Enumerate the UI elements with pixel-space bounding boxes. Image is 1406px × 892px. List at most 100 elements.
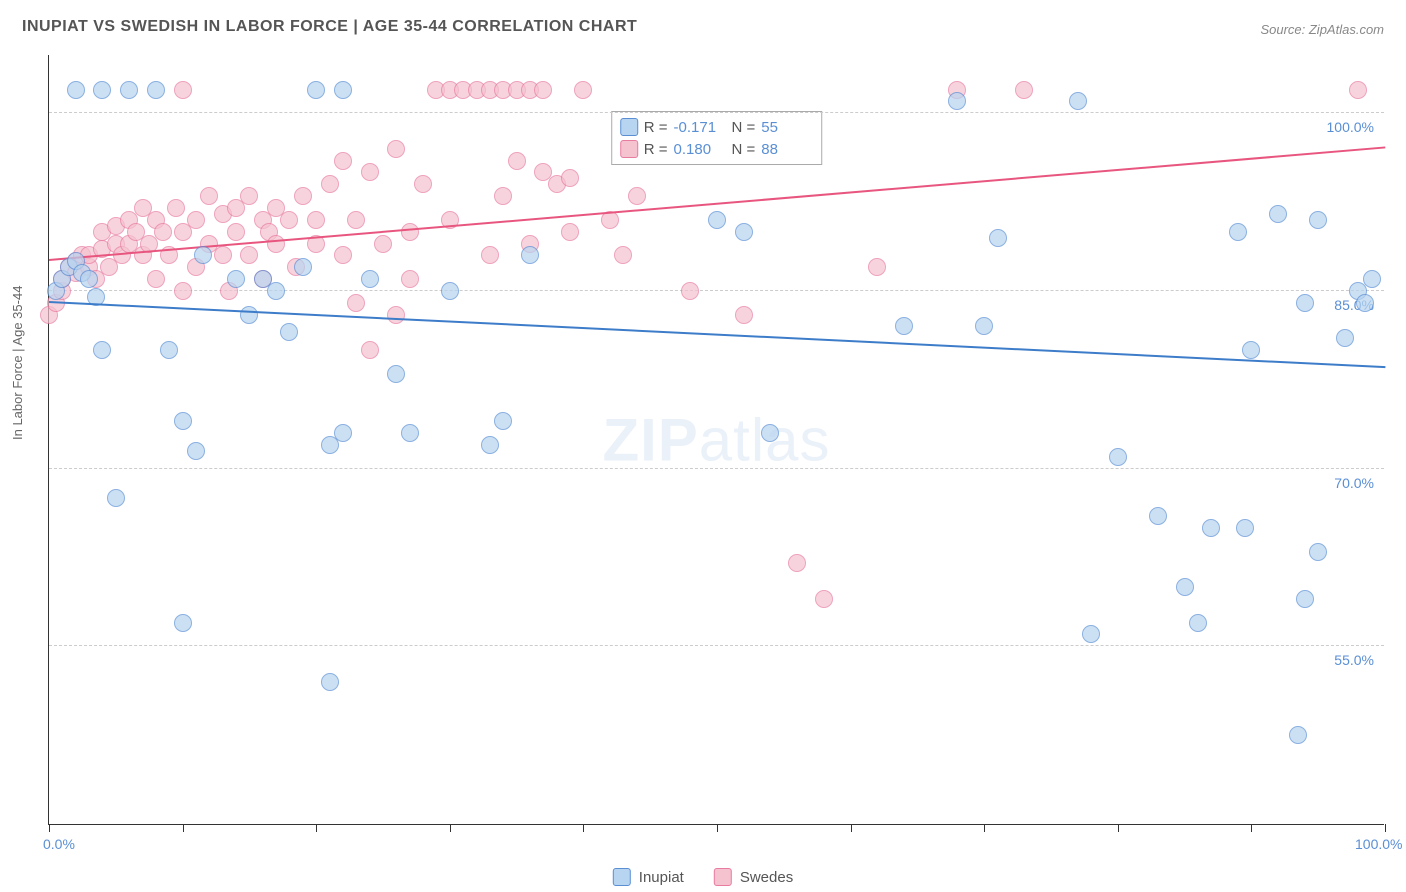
data-point: [735, 306, 753, 324]
data-point: [1176, 578, 1194, 596]
data-point: [401, 270, 419, 288]
data-point: [1356, 294, 1374, 312]
data-point: [1189, 614, 1207, 632]
data-point: [1309, 543, 1327, 561]
data-point: [1296, 294, 1314, 312]
data-point: [387, 140, 405, 158]
legend-row-inupiat: R = -0.171 N = 55: [620, 116, 814, 138]
data-point: [1296, 590, 1314, 608]
r-value-swedes: 0.180: [674, 141, 726, 158]
data-point: [280, 323, 298, 341]
data-point: [267, 282, 285, 300]
gridline: [49, 645, 1384, 646]
data-point: [441, 282, 459, 300]
data-point: [761, 424, 779, 442]
data-point: [347, 211, 365, 229]
legend-row-swedes: R = 0.180 N = 88: [620, 138, 814, 160]
data-point: [708, 211, 726, 229]
data-point: [534, 81, 552, 99]
data-point: [187, 211, 205, 229]
data-point: [387, 365, 405, 383]
data-point: [1269, 205, 1287, 223]
data-point: [521, 246, 539, 264]
legend-label-swedes: Swedes: [740, 869, 793, 886]
data-point: [347, 294, 365, 312]
x-tick: [316, 824, 317, 832]
data-point: [574, 81, 592, 99]
data-point: [494, 412, 512, 430]
data-point: [815, 590, 833, 608]
data-point: [334, 81, 352, 99]
data-point: [735, 223, 753, 241]
data-point: [200, 187, 218, 205]
data-point: [321, 673, 339, 691]
data-point: [194, 246, 212, 264]
data-point: [147, 270, 165, 288]
data-point: [895, 317, 913, 335]
data-point: [361, 270, 379, 288]
chart-plot-area: ZIPatlas R = -0.171 N = 55 R = 0.180 N =…: [48, 55, 1384, 825]
x-tick: [1251, 824, 1252, 832]
data-point: [267, 235, 285, 253]
data-point: [240, 187, 258, 205]
x-tick: [183, 824, 184, 832]
data-point: [240, 246, 258, 264]
data-point: [387, 306, 405, 324]
legend-swatch-swedes: [714, 868, 732, 886]
chart-title: INUPIAT VS SWEDISH IN LABOR FORCE | AGE …: [22, 18, 637, 36]
data-point: [107, 489, 125, 507]
trendline-inupiat: [49, 301, 1385, 368]
data-point: [494, 187, 512, 205]
data-point: [614, 246, 632, 264]
r-label: R =: [644, 119, 668, 136]
gridline: [49, 112, 1384, 113]
x-tick: [450, 824, 451, 832]
legend-swatch-inupiat: [620, 118, 638, 136]
data-point: [280, 211, 298, 229]
data-point: [1289, 726, 1307, 744]
y-axis-label: In Labor Force | Age 35-44: [10, 286, 25, 440]
data-point: [508, 152, 526, 170]
gridline: [49, 468, 1384, 469]
data-point: [1082, 625, 1100, 643]
series-legend: Inupiat Swedes: [613, 868, 793, 886]
data-point: [1202, 519, 1220, 537]
x-tick: [49, 824, 50, 832]
data-point: [174, 282, 192, 300]
data-point: [307, 81, 325, 99]
legend-label-inupiat: Inupiat: [639, 869, 684, 886]
data-point: [147, 81, 165, 99]
data-point: [334, 152, 352, 170]
data-point: [294, 258, 312, 276]
data-point: [334, 246, 352, 264]
legend-swatch-inupiat: [613, 868, 631, 886]
y-tick-label: 70.0%: [1334, 475, 1374, 491]
data-point: [167, 199, 185, 217]
x-tick: [1118, 824, 1119, 832]
data-point: [401, 223, 419, 241]
r-label: R =: [644, 141, 668, 158]
data-point: [975, 317, 993, 335]
data-point: [868, 258, 886, 276]
r-value-inupiat: -0.171: [674, 119, 726, 136]
legend-item-swedes: Swedes: [714, 868, 793, 886]
data-point: [481, 436, 499, 454]
n-value-swedes: 88: [761, 141, 813, 158]
data-point: [187, 442, 205, 460]
data-point: [481, 246, 499, 264]
data-point: [401, 424, 419, 442]
x-tick: [717, 824, 718, 832]
data-point: [1229, 223, 1247, 241]
data-point: [227, 270, 245, 288]
source-label: Source: ZipAtlas.com: [1260, 22, 1384, 37]
data-point: [948, 92, 966, 110]
data-point: [174, 614, 192, 632]
data-point: [214, 246, 232, 264]
y-tick-label: 100.0%: [1327, 119, 1374, 135]
data-point: [681, 282, 699, 300]
data-point: [561, 169, 579, 187]
data-point: [1236, 519, 1254, 537]
data-point: [628, 187, 646, 205]
x-tick: [851, 824, 852, 832]
data-point: [174, 412, 192, 430]
